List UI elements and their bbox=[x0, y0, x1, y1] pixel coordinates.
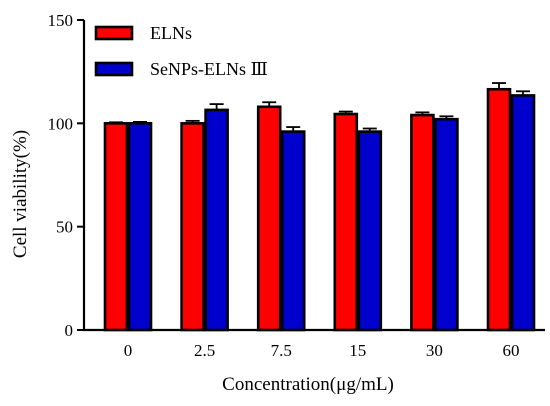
y-tick-label: 50 bbox=[56, 218, 73, 237]
bars bbox=[103, 82, 536, 332]
x-tick-label: 60 bbox=[503, 341, 520, 360]
x-tick-label: 2.5 bbox=[194, 341, 215, 360]
legend-swatch-senps-elns bbox=[94, 61, 134, 77]
y-axis-title: Cell viability(%) bbox=[10, 130, 31, 258]
y-tick-label: 0 bbox=[65, 321, 74, 340]
x-tick-label: 15 bbox=[349, 341, 366, 360]
x-axis-title: Concentration(μg/mL) bbox=[222, 374, 394, 395]
bar-elns-60 bbox=[486, 87, 512, 332]
legend-swatch-elns bbox=[94, 25, 134, 41]
legend: ELNs SeNPs-ELNs Ⅲ bbox=[94, 23, 268, 79]
bar-senps-elns-60 bbox=[510, 94, 536, 332]
bar-elns-30 bbox=[410, 113, 435, 332]
x-tick-label: 30 bbox=[426, 341, 443, 360]
y-tick-label: 150 bbox=[48, 11, 74, 30]
bar-senps-elns-15 bbox=[357, 130, 383, 332]
bar-elns-7.5 bbox=[256, 105, 282, 332]
y-tick-label: 100 bbox=[48, 114, 74, 133]
bar-elns-0 bbox=[103, 122, 129, 332]
bar-senps-elns-30 bbox=[434, 117, 459, 332]
bar-senps-elns-0 bbox=[127, 122, 153, 332]
axes: 0 50 100 150 0 2.5 7.5 15 30 60 bbox=[48, 11, 545, 360]
bar-elns-2.5 bbox=[180, 122, 205, 332]
x-tick-label: 7.5 bbox=[271, 341, 292, 360]
x-tick-label: 0 bbox=[124, 341, 133, 360]
legend-label: ELNs bbox=[150, 23, 192, 43]
bar-senps-elns-2.5 bbox=[204, 108, 229, 332]
bar-senps-elns-7.5 bbox=[280, 130, 306, 332]
bar-elns-15 bbox=[333, 112, 359, 332]
legend-label: SeNPs-ELNs Ⅲ bbox=[150, 59, 268, 79]
